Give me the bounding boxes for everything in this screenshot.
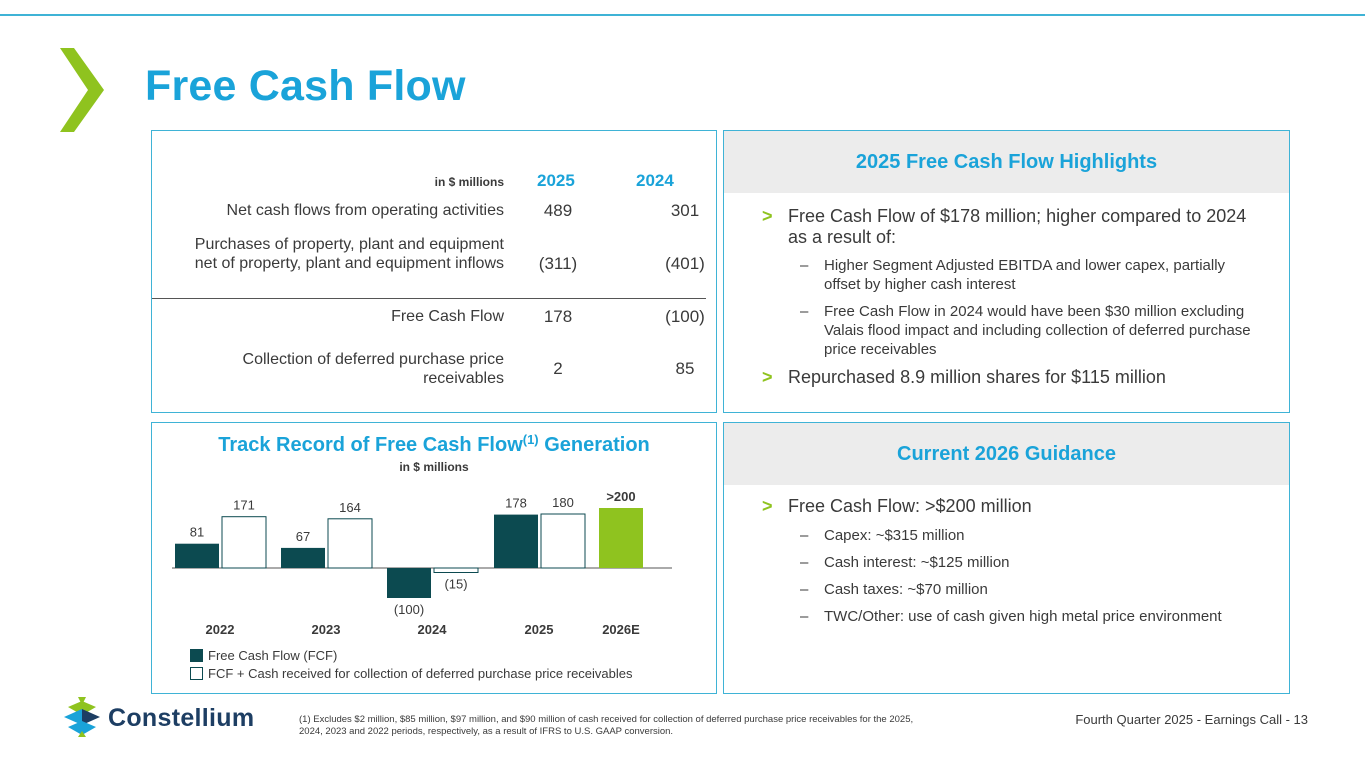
data-label-2025-fcf-plus: 180	[552, 495, 574, 510]
fcf-table: in $ millions 2025 2024 Net cash flows f…	[152, 131, 716, 412]
guidance-list: > Free Cash Flow: >$200 million – Capex:…	[762, 496, 1259, 634]
table-divider	[152, 298, 706, 299]
page-label: Fourth Quarter 2025 - Earnings Call - 13	[1075, 712, 1308, 727]
category-label-2024: 2024	[418, 622, 448, 637]
table-unit-label: in $ millions	[434, 175, 504, 189]
data-label-2024-fcf: (100)	[394, 602, 424, 617]
chart-subtitle: in $ millions	[399, 460, 469, 474]
highlight-sub-bullet: – Higher Segment Adjusted EBITDA and low…	[762, 256, 1259, 294]
guidance-bullet: > Free Cash Flow: >$200 million	[762, 496, 1259, 517]
top-rule	[0, 14, 1365, 16]
highlight-sub-text: Higher Segment Adjusted EBITDA and lower…	[824, 257, 1226, 293]
dash-icon: –	[800, 581, 809, 598]
category-label-2026E: 2026E	[602, 622, 640, 637]
dash-icon: –	[800, 554, 809, 571]
highlight-bullet: > Repurchased 8.9 million shares for $11…	[762, 367, 1259, 388]
chart-title-text: Track Record of Free Cash Flow	[218, 434, 523, 456]
row-operating-label: Net cash flows from operating activities	[226, 202, 504, 219]
footnote: (1) Excludes $2 million, $85 million, $9…	[299, 714, 914, 737]
row-ppe-2025: (311)	[538, 254, 578, 273]
bar-2022-fcf	[175, 543, 219, 568]
legend-label-fcf: Free Cash Flow (FCF)	[208, 648, 338, 663]
highlight-sub-text: Free Cash Flow in 2024 would have been $…	[824, 303, 1251, 358]
highlight-text: Free Cash Flow of $178 million; higher c…	[788, 206, 1247, 247]
category-label-2025: 2025	[525, 622, 554, 637]
row-fcf-2024: (100)	[665, 307, 705, 326]
bullet-arrow-icon: >	[762, 206, 773, 226]
guidance-sub-bullet: – Cash taxes: ~$70 million	[762, 580, 1259, 599]
row-deferred-2025: 2	[553, 359, 563, 378]
legend-item-fcf: Free Cash Flow (FCF)	[190, 648, 337, 663]
dash-icon: –	[800, 257, 809, 274]
legend-item-fcf-plus: FCF + Cash received for collection of de…	[190, 666, 633, 681]
legend-label-fcf-plus: FCF + Cash received for collection of de…	[208, 666, 633, 681]
bar-2025-fcf-plus	[540, 513, 586, 569]
page-title: Free Cash Flow	[145, 62, 466, 110]
bar-2025-fcf	[494, 514, 538, 568]
bullet-arrow-icon: >	[762, 367, 773, 387]
guidance-sub-text: TWC/Other: use of cash given high metal …	[824, 608, 1222, 625]
guidance-sub-text: Capex: ~$315 million	[824, 527, 965, 544]
highlights-panel: 2025 Free Cash Flow Highlights > Free Ca…	[723, 130, 1290, 413]
constellium-logo: Constellium	[64, 697, 254, 739]
highlight-bullet: > Free Cash Flow of $178 million; higher…	[762, 206, 1259, 248]
category-label-2022: 2022	[206, 622, 235, 637]
row-ppe-2024: (401)	[665, 254, 705, 273]
highlight-sub-bullet: – Free Cash Flow in 2024 would have been…	[762, 302, 1259, 359]
data-label-2023-fcf-plus: 164	[339, 500, 361, 515]
highlights-list: > Free Cash Flow of $178 million; higher…	[762, 206, 1259, 396]
guidance-sub-bullet: – TWC/Other: use of cash given high meta…	[762, 607, 1259, 626]
row-fcf-2025: 178	[543, 307, 573, 326]
bar-2023-fcf-plus	[327, 518, 373, 569]
chart-title-footnote-mark: (1)	[522, 432, 539, 447]
row-ppe-label: Purchases of property, plant and equipme…	[194, 236, 504, 272]
row-fcf-label: Free Cash Flow	[391, 308, 504, 325]
guidance-sub-bullet: – Capex: ~$315 million	[762, 526, 1259, 545]
row-operating-2025: 489	[543, 201, 573, 220]
legend-swatch-fcf-plus	[190, 667, 203, 680]
data-label-2023-fcf: 67	[296, 529, 310, 544]
dash-icon: –	[800, 303, 809, 320]
bullet-arrow-icon: >	[762, 496, 773, 516]
logo-wordmark: Constellium	[108, 703, 255, 732]
fcf-bar-chart: 81 171 2022 67 164 2023 (100) (15) 2024 178 180 202…	[172, 489, 672, 637]
category-label-2023: 2023	[312, 622, 341, 637]
highlights-title: 2025 Free Cash Flow Highlights	[724, 131, 1289, 193]
row-deferred-2024: 85	[675, 359, 695, 378]
data-label-2025-fcf: 178	[505, 496, 527, 511]
bar-2026E-guidance	[599, 508, 643, 568]
row-operating-2024: 301	[670, 201, 700, 220]
bar-2023-fcf	[281, 547, 325, 568]
fcf-chart-panel: Track Record of Free Cash Flow(1) Genera…	[151, 422, 717, 694]
guidance-sub-text: Cash taxes: ~$70 million	[824, 581, 988, 598]
chevron-icon	[60, 48, 104, 132]
table-header-2024: 2024	[636, 171, 674, 190]
data-label-2022-fcf: 81	[190, 525, 204, 540]
guidance-sub-text: Cash interest: ~$125 million	[824, 554, 1010, 571]
constellium-logo-icon	[64, 697, 100, 737]
guidance-title: Current 2026 Guidance	[724, 423, 1289, 485]
bar-2024-fcf-plus	[433, 567, 479, 573]
chart-title: Track Record of Free Cash Flow(1) Genera…	[152, 432, 716, 457]
data-label-2024-fcf-plus: (15)	[444, 577, 467, 592]
guidance-sub-bullet: – Cash interest: ~$125 million	[762, 553, 1259, 572]
legend-swatch-fcf	[190, 649, 203, 662]
data-label-2022-fcf-plus: 171	[233, 498, 255, 513]
data-label-2026E-guidance: >200	[606, 489, 635, 504]
fcf-table-panel: in $ millions 2025 2024 Net cash flows f…	[151, 130, 717, 413]
row-deferred-label: Collection of deferred purchase price re…	[242, 351, 504, 387]
guidance-panel: Current 2026 Guidance > Free Cash Flow: …	[723, 422, 1290, 694]
dash-icon: –	[800, 608, 809, 625]
dash-icon: –	[800, 527, 809, 544]
bar-2022-fcf-plus	[221, 516, 267, 569]
guidance-text: Free Cash Flow: >$200 million	[788, 496, 1032, 516]
table-header-2025: 2025	[537, 171, 575, 190]
highlight-text: Repurchased 8.9 million shares for $115 …	[788, 367, 1166, 387]
chart-title-suffix: Generation	[538, 434, 650, 456]
bar-2024-fcf	[387, 568, 431, 598]
